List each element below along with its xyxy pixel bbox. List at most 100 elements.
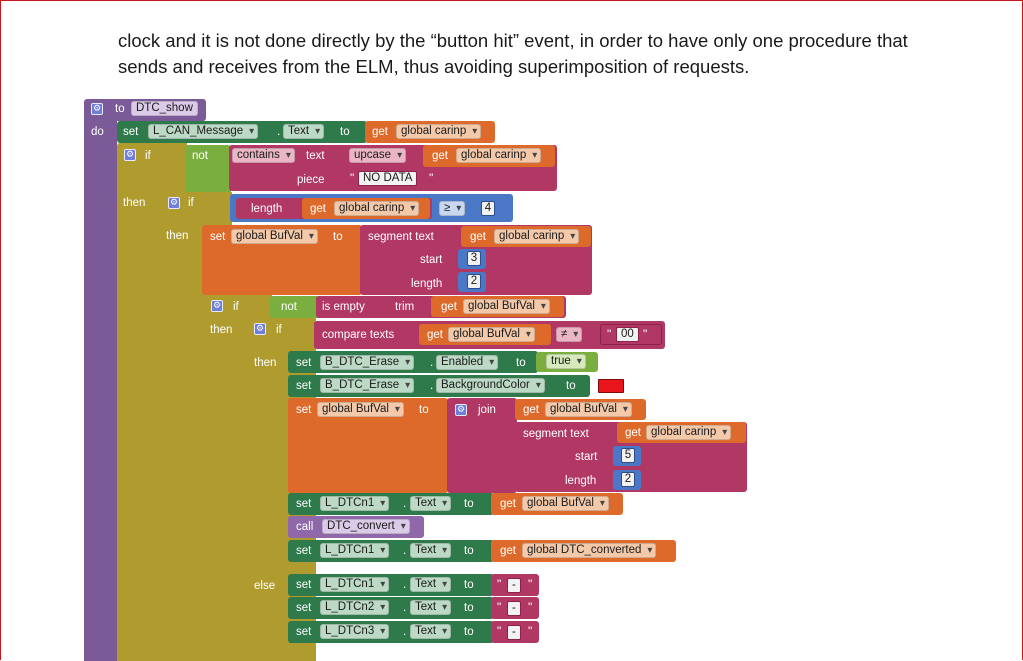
text-label: text: [306, 150, 325, 162]
component-dropdown[interactable]: L_DTCn1: [320, 577, 390, 592]
component-dropdown[interactable]: L_DTCn1: [320, 543, 390, 558]
variable-dropdown[interactable]: global BufVal: [448, 327, 535, 342]
procedure-name-field[interactable]: DTC_show: [131, 101, 198, 116]
if-keyword: if: [188, 197, 194, 209]
boolean-dropdown[interactable]: true: [546, 354, 586, 369]
length-label: length: [565, 475, 597, 487]
operator-dropdown[interactable]: ≠: [556, 327, 583, 342]
variable-dropdown[interactable]: global carinp: [334, 201, 420, 216]
to-keyword: to: [464, 602, 474, 614]
string-no-data[interactable]: NO DATA: [358, 171, 418, 186]
quote-left: ": [497, 577, 502, 591]
to-keyword: to: [115, 103, 125, 115]
quote-right: ": [528, 600, 533, 614]
set-keyword: set: [296, 602, 312, 614]
call-keyword: call: [296, 521, 314, 533]
mutator-gear-icon[interactable]: ⚙: [124, 149, 136, 161]
number-3[interactable]: 3: [467, 251, 481, 266]
quote-right: ": [643, 327, 648, 341]
not-keyword: not: [192, 150, 208, 162]
dot-separator: .: [403, 602, 407, 614]
mutator-gear-icon[interactable]: ⚙: [91, 103, 103, 115]
to-keyword: to: [419, 404, 429, 416]
set-keyword: set: [296, 545, 312, 557]
mutator-gear-icon[interactable]: ⚙: [168, 197, 180, 209]
paragraph-line-1: clock and it is not done directly by the…: [118, 30, 908, 51]
string-dash[interactable]: -: [507, 625, 521, 640]
dot-separator: .: [403, 626, 407, 638]
component-dropdown[interactable]: L_DTCn3: [320, 624, 390, 639]
quote-left: ": [607, 327, 612, 341]
dot-separator: .: [403, 579, 407, 591]
variable-dropdown[interactable]: global carinp: [646, 425, 732, 440]
not-keyword: not: [281, 301, 297, 313]
procedure-dropdown[interactable]: DTC_convert: [322, 519, 410, 534]
then-keyword: then: [210, 324, 233, 336]
segment-keyword: segment text: [523, 428, 589, 440]
get-keyword: get: [500, 498, 516, 510]
string-dash[interactable]: -: [507, 601, 521, 616]
mutator-gear-icon[interactable]: ⚙: [455, 404, 467, 416]
component-dropdown[interactable]: L_DTCn1: [320, 496, 390, 511]
property-dropdown[interactable]: Text: [410, 577, 452, 592]
variable-dropdown[interactable]: global BufVal: [231, 229, 318, 244]
string-dash[interactable]: -: [507, 578, 521, 593]
variable-dropdown[interactable]: global BufVal: [317, 402, 404, 417]
variable-dropdown[interactable]: global carinp: [494, 229, 580, 244]
start-label: start: [575, 451, 598, 463]
component-dropdown[interactable]: L_CAN_Message: [148, 124, 259, 139]
to-keyword: to: [333, 231, 343, 243]
upcase-dropdown[interactable]: upcase: [349, 148, 407, 163]
get-keyword: get: [625, 427, 641, 439]
to-keyword: to: [464, 498, 474, 510]
property-dropdown[interactable]: BackgroundColor: [436, 378, 545, 393]
compare-keyword: compare texts: [322, 329, 395, 341]
component-dropdown[interactable]: B_DTC_Erase: [320, 378, 415, 393]
property-dropdown[interactable]: Text: [410, 600, 452, 615]
contains-dropdown[interactable]: contains: [232, 148, 295, 163]
get-keyword: get: [372, 126, 388, 138]
number-4[interactable]: 4: [481, 201, 495, 216]
not-block[interactable]: [185, 145, 231, 195]
then-keyword: then: [123, 197, 146, 209]
trim-keyword: trim: [395, 301, 415, 313]
variable-dropdown[interactable]: global BufVal: [545, 402, 632, 417]
mutator-gear-icon[interactable]: ⚙: [211, 300, 223, 312]
component-dropdown[interactable]: B_DTC_Erase: [320, 355, 415, 370]
variable-dropdown[interactable]: global carinp: [396, 124, 482, 139]
if-keyword: if: [145, 150, 151, 162]
join-keyword: join: [478, 404, 496, 416]
quote-right: ": [528, 624, 533, 638]
number-5[interactable]: 5: [621, 448, 635, 463]
variable-dropdown[interactable]: global carinp: [456, 148, 542, 163]
number-2[interactable]: 2: [467, 274, 481, 289]
property-dropdown[interactable]: Text: [410, 624, 452, 639]
color-red-swatch[interactable]: [598, 379, 624, 393]
number-2[interactable]: 2: [621, 472, 635, 487]
get-keyword: get: [310, 203, 326, 215]
mutator-gear-icon[interactable]: ⚙: [254, 323, 266, 335]
length-keyword: length: [251, 203, 283, 215]
to-keyword: to: [464, 626, 474, 638]
set-keyword: set: [296, 357, 312, 369]
variable-dropdown[interactable]: global BufVal: [522, 496, 609, 511]
get-keyword: get: [432, 150, 448, 162]
dot-separator: .: [403, 498, 407, 510]
is-empty-keyword: is empty: [322, 301, 365, 313]
set-keyword: set: [296, 380, 312, 392]
variable-dropdown[interactable]: global BufVal: [463, 299, 550, 314]
variable-dropdown[interactable]: global DTC_converted: [522, 543, 657, 558]
length-label: length: [411, 278, 443, 290]
component-dropdown[interactable]: L_DTCn2: [320, 600, 390, 615]
property-dropdown[interactable]: Text: [410, 496, 452, 511]
quote-right: ": [429, 171, 434, 185]
property-dropdown[interactable]: Text: [410, 543, 452, 558]
get-keyword: get: [523, 404, 539, 416]
operator-dropdown[interactable]: ≥: [439, 201, 466, 216]
paragraph-line-2: sends and receives from the ELM, thus av…: [118, 56, 750, 77]
string-00[interactable]: 00: [616, 327, 639, 342]
quote-left: ": [350, 171, 355, 185]
property-dropdown[interactable]: Enabled: [436, 355, 499, 370]
not-block[interactable]: [270, 296, 322, 318]
property-dropdown[interactable]: Text: [283, 124, 325, 139]
